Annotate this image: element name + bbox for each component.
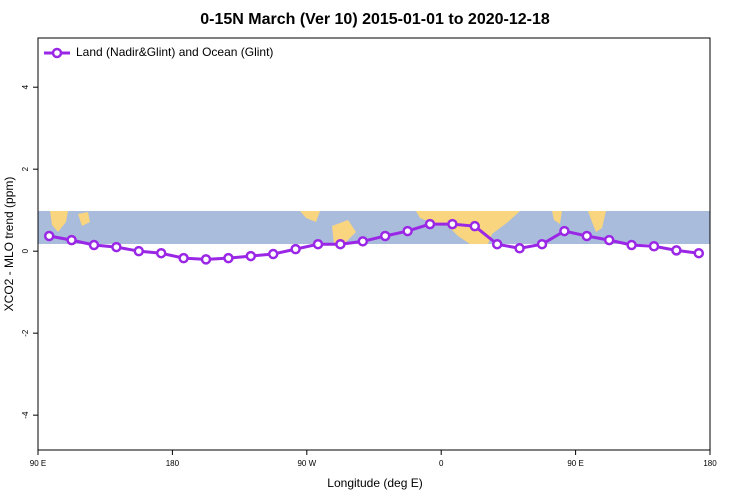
point [581,230,593,242]
y-axis-label: XCO2 - MLO trend (ppm) [2,177,16,312]
x-tick-label: 180 [166,459,180,468]
plot-frame [37,37,711,451]
y-tick-label: 4 [21,84,30,89]
x-tick-label: 180 [703,459,717,468]
x-tick-label: 90 E [567,459,583,468]
point [603,234,615,246]
x-tick-label: 90 E [30,459,46,468]
point [514,243,525,254]
point [267,248,279,260]
y-tick-label: 2 [21,166,30,171]
legend-marker [51,47,63,59]
x-tick-label: 0 [439,459,444,468]
point [335,238,346,250]
point [111,241,122,253]
point [447,218,458,230]
point [290,243,301,255]
point [133,245,145,257]
point [245,250,257,262]
point [312,238,324,250]
point [402,225,413,237]
chart-title: 0-15N March (Ver 10) 2015-01-01 to 2020-… [200,11,550,28]
point [379,230,391,242]
point [223,252,234,264]
x-axis-label: Longitude (deg E) [327,476,422,490]
y-tick-label: -2 [21,329,30,337]
point [88,239,100,251]
point [626,239,637,251]
point [671,245,682,256]
point [357,236,369,247]
y-tick-label: -4 [21,411,30,419]
x-tick-label: 90 W [297,459,316,468]
point [559,225,570,237]
point [491,238,503,250]
point [424,218,436,230]
point [178,252,189,264]
point [43,230,55,242]
y-tick-label: 0 [21,248,30,253]
point [200,254,212,265]
point [693,247,705,259]
point [155,247,167,259]
point [469,220,481,232]
point [66,234,77,246]
legend-label: Land (Nadir&Glint) and Ocean (Glint) [76,45,273,59]
point [536,238,548,250]
point [648,241,660,252]
